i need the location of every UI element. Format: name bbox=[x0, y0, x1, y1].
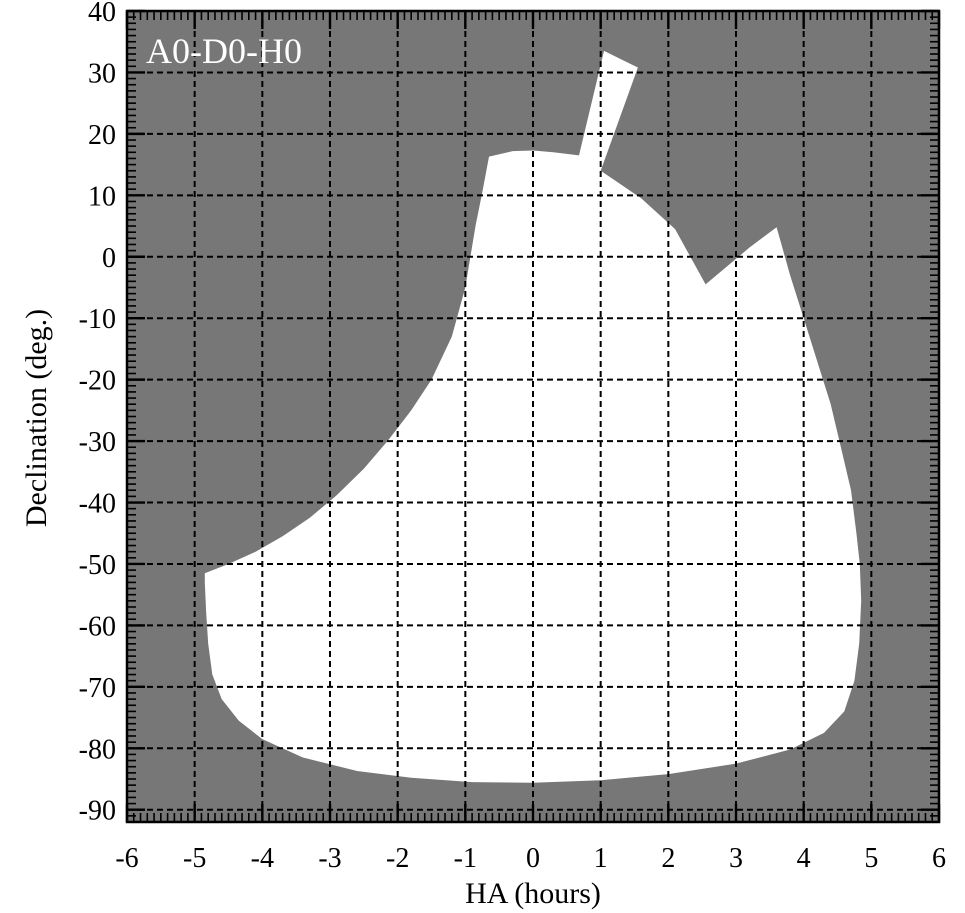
y-tick-label: -80 bbox=[79, 734, 116, 765]
y-tick-label: -20 bbox=[79, 366, 116, 397]
x-tick-label: 0 bbox=[526, 843, 540, 874]
x-tick-label: 6 bbox=[932, 843, 946, 874]
x-axis-title: HA (hours) bbox=[465, 877, 601, 910]
grid-lines bbox=[127, 10, 939, 822]
y-tick-label: -60 bbox=[79, 611, 116, 642]
panel-label: A0-D0-H0 bbox=[146, 31, 302, 71]
y-tick-label: -10 bbox=[79, 304, 116, 335]
x-tick-label: -2 bbox=[386, 843, 409, 874]
y-tick-label: 10 bbox=[88, 181, 116, 212]
x-tick-label: 3 bbox=[729, 843, 743, 874]
x-tick-label: -5 bbox=[183, 843, 206, 874]
x-tick-label: -4 bbox=[251, 843, 274, 874]
x-tick-label: -3 bbox=[318, 843, 341, 874]
y-tick-label: 40 bbox=[88, 0, 116, 28]
y-tick-label: -40 bbox=[79, 489, 116, 520]
plot-frame bbox=[125, 9, 941, 824]
y-tick-label: 0 bbox=[102, 243, 116, 274]
y-tick-label: -30 bbox=[79, 427, 116, 458]
x-tick-label: -1 bbox=[454, 843, 477, 874]
x-tick-label: 2 bbox=[661, 843, 675, 874]
minor-ticks bbox=[126, 10, 940, 823]
x-tick-label: 1 bbox=[594, 843, 608, 874]
x-tick-label: -6 bbox=[115, 843, 138, 874]
y-tick-label: 30 bbox=[88, 58, 116, 89]
x-tick-label: 5 bbox=[864, 843, 878, 874]
major-ticks bbox=[125, 9, 941, 824]
x-tick-label: 4 bbox=[797, 843, 811, 874]
y-tick-labels: 40 30 20 10 0 -10 -20 -30 -40 -50 -60 -70 -80 -90 bbox=[79, 0, 116, 827]
y-tick-label: 20 bbox=[88, 120, 116, 151]
y-tick-label: -50 bbox=[79, 550, 116, 581]
y-axis-title: Declination (deg.) bbox=[20, 309, 53, 527]
y-tick-label: -70 bbox=[79, 673, 116, 704]
x-tick-labels: -6 -5 -4 -3 -2 -1 0 1 2 3 4 5 6 bbox=[115, 843, 946, 874]
y-tick-label: -90 bbox=[79, 796, 116, 827]
